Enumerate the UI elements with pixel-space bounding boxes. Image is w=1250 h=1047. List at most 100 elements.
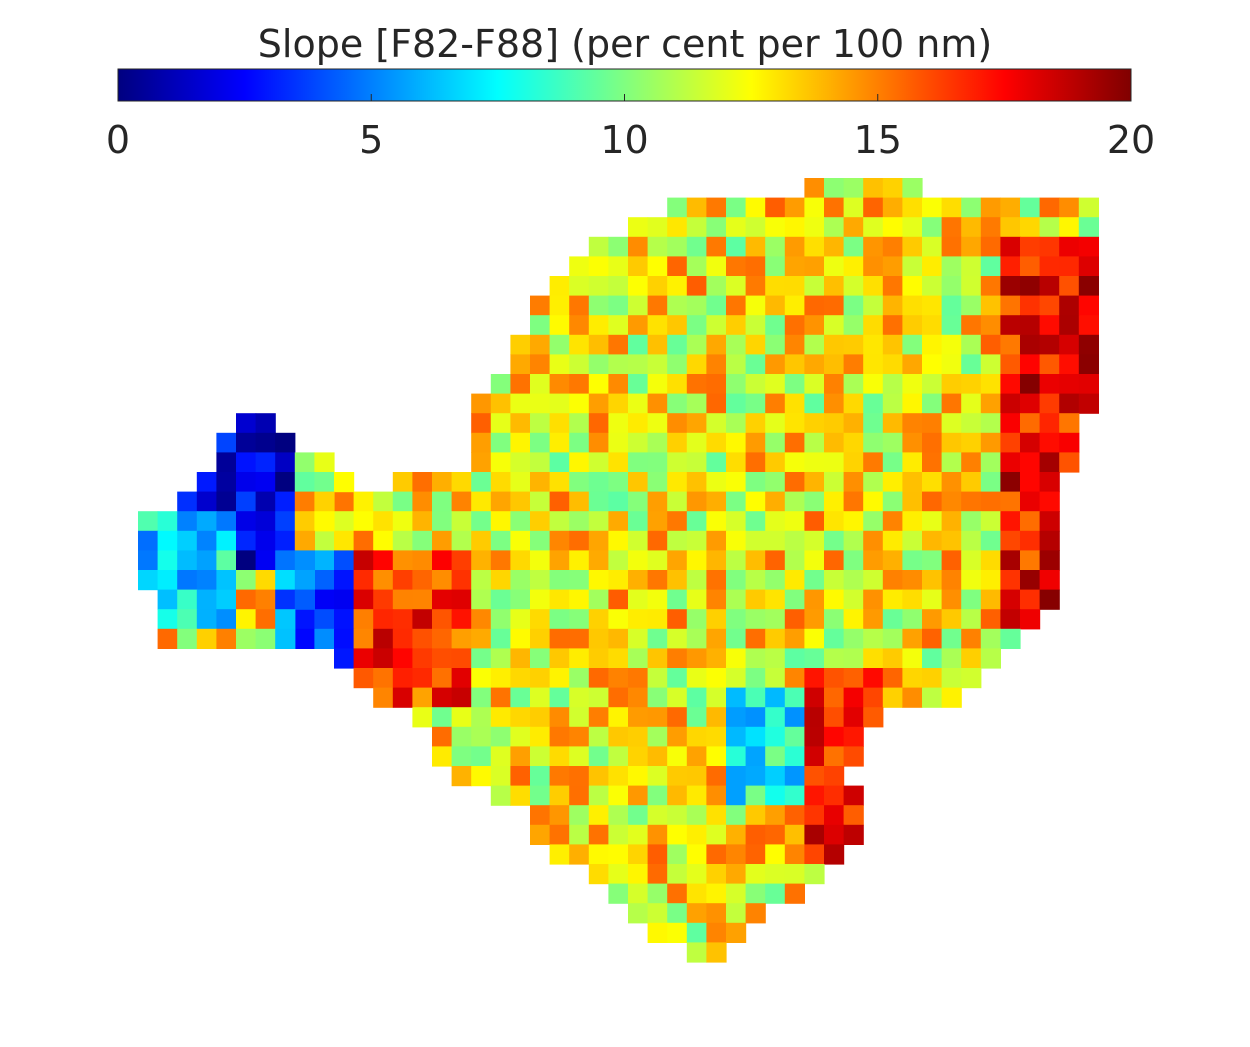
heatmap-cell xyxy=(706,922,727,943)
heatmap-cell xyxy=(255,628,276,649)
heatmap-cell xyxy=(667,864,688,885)
heatmap-cell xyxy=(412,609,433,630)
heatmap-cell xyxy=(706,393,727,414)
heatmap-cell xyxy=(608,491,629,512)
heatmap-cell xyxy=(843,393,864,414)
heatmap-cell xyxy=(236,570,257,591)
heatmap-cell xyxy=(863,530,884,551)
heatmap-cell xyxy=(784,707,805,728)
heatmap-cell xyxy=(294,530,315,551)
heatmap-cell xyxy=(765,354,786,375)
heatmap-cell xyxy=(549,315,570,336)
heatmap-cell xyxy=(1039,354,1060,375)
heatmap-cell xyxy=(980,217,1001,238)
heatmap-cell xyxy=(255,511,276,532)
heatmap-cell xyxy=(706,354,727,375)
heatmap-cell xyxy=(980,628,1001,649)
heatmap-cell xyxy=(392,648,413,669)
heatmap-cell xyxy=(922,589,943,610)
heatmap-cell xyxy=(824,530,845,551)
heatmap-cell xyxy=(588,334,609,355)
heatmap-cell xyxy=(726,393,747,414)
heatmap-cell xyxy=(902,236,923,257)
heatmap-cell xyxy=(530,472,551,493)
heatmap-cell xyxy=(961,413,982,434)
heatmap-cell xyxy=(471,570,492,591)
heatmap-cell xyxy=(1059,256,1080,277)
heatmap-cell xyxy=(628,393,649,414)
heatmap-cell xyxy=(824,452,845,473)
heatmap-cell xyxy=(863,472,884,493)
heatmap-cell xyxy=(686,883,707,904)
heatmap-cell xyxy=(922,354,943,375)
heatmap-cell xyxy=(275,609,296,630)
heatmap-cell xyxy=(157,609,178,630)
heatmap-cell xyxy=(1039,491,1060,512)
heatmap-cell xyxy=(510,707,531,728)
heatmap-cell xyxy=(863,648,884,669)
heatmap-cell xyxy=(902,315,923,336)
heatmap-cell xyxy=(1059,432,1080,453)
heatmap-cell xyxy=(824,374,845,395)
heatmap-cell xyxy=(804,334,825,355)
heatmap-cell xyxy=(275,570,296,591)
heatmap-cell xyxy=(882,511,903,532)
heatmap-cell xyxy=(667,883,688,904)
heatmap-cell xyxy=(961,236,982,257)
heatmap-cell xyxy=(1039,472,1060,493)
heatmap-cell xyxy=(510,687,531,708)
heatmap-cell xyxy=(922,197,943,218)
heatmap-cell xyxy=(941,530,962,551)
heatmap-cell xyxy=(510,766,531,787)
heatmap-cell xyxy=(667,511,688,532)
heatmap-cell xyxy=(628,217,649,238)
heatmap-cell xyxy=(706,530,727,551)
heatmap-cell xyxy=(1020,609,1041,630)
heatmap-cell xyxy=(1000,550,1021,571)
heatmap-cell xyxy=(765,452,786,473)
heatmap-cell xyxy=(726,785,747,806)
heatmap-cell xyxy=(647,491,668,512)
heatmap-cell xyxy=(667,648,688,669)
heatmap-cell xyxy=(922,491,943,512)
heatmap-cell xyxy=(765,334,786,355)
heatmap-cell xyxy=(628,491,649,512)
heatmap-cell xyxy=(784,374,805,395)
heatmap-cell xyxy=(804,589,825,610)
heatmap-cell xyxy=(334,550,355,571)
heatmap-cell xyxy=(628,432,649,453)
heatmap-cell xyxy=(294,491,315,512)
heatmap-cell xyxy=(941,295,962,316)
heatmap-cell xyxy=(1039,256,1060,277)
heatmap-cell xyxy=(647,511,668,532)
heatmap-cell xyxy=(510,648,531,669)
heatmap-cell xyxy=(569,628,590,649)
heatmap-cell xyxy=(863,178,884,199)
heatmap-cell xyxy=(784,589,805,610)
heatmap-cell xyxy=(686,766,707,787)
heatmap-cell xyxy=(1000,609,1021,630)
heatmap-cell xyxy=(941,550,962,571)
heatmap-cell xyxy=(1000,276,1021,297)
heatmap-cell xyxy=(765,570,786,591)
heatmap-cell xyxy=(765,472,786,493)
heatmap-cell xyxy=(157,570,178,591)
heatmap-cell xyxy=(628,746,649,767)
heatmap-cell xyxy=(177,491,198,512)
heatmap-cell xyxy=(392,491,413,512)
heatmap-cell xyxy=(784,785,805,806)
heatmap-cell xyxy=(667,844,688,865)
heatmap-cell xyxy=(628,864,649,885)
heatmap-cell xyxy=(667,785,688,806)
heatmap-cell xyxy=(882,432,903,453)
heatmap-cell xyxy=(412,687,433,708)
heatmap-cell xyxy=(941,609,962,630)
heatmap-cell xyxy=(961,491,982,512)
heatmap-cell xyxy=(510,413,531,434)
heatmap-cell xyxy=(647,276,668,297)
heatmap-cell xyxy=(294,609,315,630)
heatmap-cell xyxy=(726,315,747,336)
heatmap-cell xyxy=(745,726,766,747)
heatmap-cell xyxy=(667,903,688,924)
heatmap-cell xyxy=(824,276,845,297)
